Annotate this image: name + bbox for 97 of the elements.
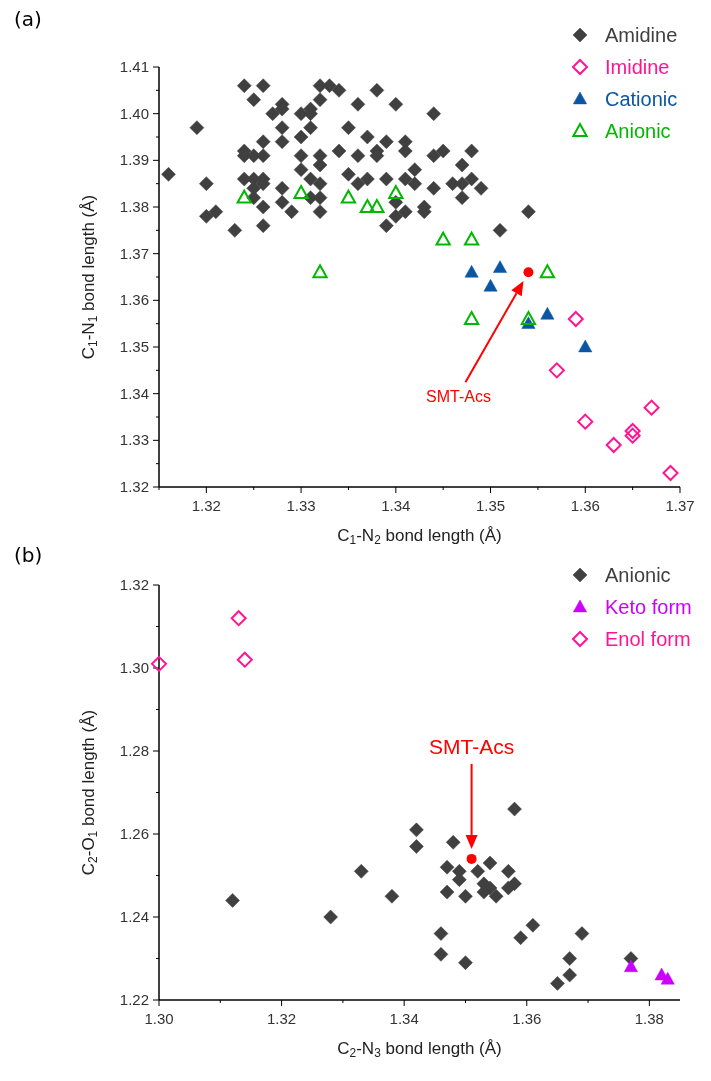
point (470, 864, 485, 879)
point (501, 880, 516, 896)
x-tick-label: 1.34 (389, 1010, 419, 1027)
point (458, 955, 473, 970)
point (323, 909, 338, 925)
point (624, 423, 641, 439)
point (483, 279, 498, 292)
point (458, 889, 473, 904)
point (369, 199, 385, 213)
point (384, 889, 400, 904)
y-tick-label: 1.24 (119, 908, 149, 925)
point (507, 801, 522, 817)
legend-label: Imidine (605, 56, 670, 78)
y-tick-label: 1.28 (119, 742, 149, 759)
point (359, 199, 376, 213)
legend-label: Amidine (605, 24, 678, 46)
point (433, 926, 449, 941)
x-tick-label: 1.32 (191, 497, 221, 514)
y-tick-label: 1.32 (119, 478, 149, 495)
annotation: SMT-Acs (429, 734, 515, 758)
legend-label: Anionic (605, 564, 671, 586)
point (525, 918, 541, 933)
point (439, 884, 455, 900)
chart-title: (b) (14, 543, 43, 567)
chart-title: (a) (14, 7, 42, 31)
point (230, 610, 247, 627)
y-tick-label: 1.32 (119, 576, 149, 593)
y-tick-label: 1.37 (119, 244, 149, 262)
y-tick-label: 1.22 (119, 991, 149, 1008)
point (520, 311, 537, 325)
point (513, 930, 528, 945)
annotation: SMT-Acs (425, 388, 491, 406)
x-tick-label: 1.36 (570, 497, 600, 514)
point (624, 427, 641, 444)
y-tick-label: 1.26 (119, 825, 149, 842)
legend-label: Keto form (605, 596, 692, 618)
point (388, 185, 404, 199)
x-tick-label: 1.37 (665, 497, 695, 514)
point (482, 855, 498, 871)
point (463, 311, 480, 325)
x-axis-title: C$_{1}$-N$_{2}$ bond length (Å) (337, 526, 502, 547)
x-tick-label: 1.32 (266, 1010, 297, 1027)
point (439, 859, 455, 875)
point (433, 947, 449, 962)
point (501, 864, 516, 879)
point (574, 926, 590, 941)
y-tick-label: 1.38 (119, 198, 149, 215)
point (567, 311, 584, 327)
y-tick-label: 1.36 (119, 291, 149, 309)
point (540, 307, 555, 320)
point (523, 267, 534, 278)
point (539, 264, 556, 279)
point (409, 839, 424, 854)
y-tick-label: 1.39 (119, 151, 149, 169)
y-tick-label: 1.41 (119, 58, 149, 75)
point (624, 959, 638, 972)
x-tick-label: 1.30 (144, 1010, 174, 1027)
point (488, 889, 504, 904)
point (463, 231, 480, 246)
point (236, 651, 253, 668)
point (464, 265, 479, 278)
legend-label: Anionic (605, 120, 671, 142)
x-tick-label: 1.33 (286, 497, 316, 514)
point (605, 437, 622, 453)
point (660, 972, 675, 985)
point (578, 339, 593, 353)
point (548, 362, 565, 379)
point (662, 465, 679, 481)
point (445, 835, 461, 850)
x-tick-label: 1.38 (634, 1010, 664, 1027)
y-tick-label: 1.34 (119, 384, 149, 402)
point (293, 185, 309, 199)
point (435, 231, 451, 246)
point (225, 893, 240, 908)
x-tick-label: 1.36 (512, 1010, 542, 1027)
point (409, 822, 424, 838)
point (577, 413, 594, 430)
point (643, 399, 660, 416)
legend-label: Enol form (605, 628, 691, 650)
y-tick-label: 1.33 (119, 431, 149, 449)
point (312, 264, 328, 279)
x-tick-label: 1.35 (475, 497, 506, 514)
y-tick-label: 1.30 (119, 659, 149, 676)
point (550, 976, 565, 991)
x-axis-title: C$_{2}$-N$_{3}$ bond length (Å) (337, 1039, 502, 1060)
y-tick-label: 1.35 (119, 338, 149, 355)
point (236, 189, 252, 204)
point (493, 260, 507, 273)
y-tick-label: 1.40 (119, 104, 149, 122)
legend-label: Cationic (605, 88, 678, 110)
point (562, 967, 577, 983)
point (354, 864, 369, 879)
point (340, 189, 357, 204)
point (466, 853, 477, 864)
point (151, 655, 167, 672)
point (562, 951, 577, 966)
x-tick-label: 1.34 (381, 497, 411, 514)
